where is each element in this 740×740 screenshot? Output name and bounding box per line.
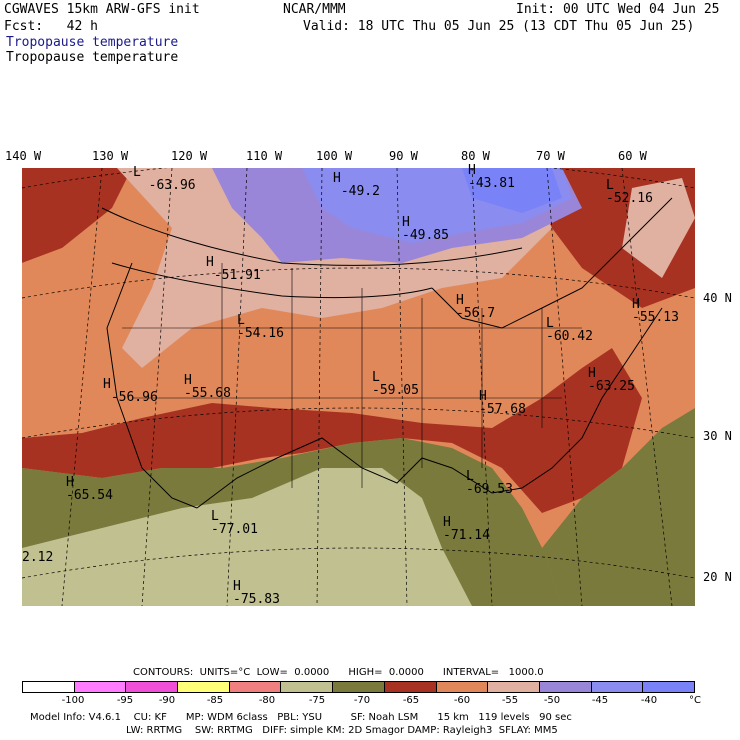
colorbar-tick-label: -90 <box>158 695 176 706</box>
extremum-label: H -56.96 <box>103 377 158 405</box>
colorbar-tick-label: -95 <box>116 695 134 706</box>
colorbar-tick-label: -80 <box>258 695 276 706</box>
colorbar-swatch <box>229 682 282 692</box>
org-label: NCAR/MMM <box>283 2 346 17</box>
extremum-label: L -52.16 <box>606 178 653 206</box>
colorbar-tick-label: -70 <box>353 695 371 706</box>
extremum-label: L -59.05 <box>372 370 419 398</box>
model-title: CGWAVES 15km ARW-GFS init <box>4 2 200 17</box>
field-title-secondary: Tropopause temperature <box>6 50 179 65</box>
extremum-label: L -54.16 <box>237 313 284 341</box>
colorbar-tick-label: -85 <box>206 695 224 706</box>
colorbar-swatch <box>643 682 694 692</box>
colorbar-swatch <box>178 682 230 692</box>
lon-label: 120 W <box>171 149 208 163</box>
extremum-label: H -75.83 <box>233 579 280 607</box>
lon-label: 140 W <box>5 149 42 163</box>
lat-label: 40 N <box>703 291 732 305</box>
colorbar-swatch <box>74 682 127 692</box>
lon-label: 70 W <box>536 149 565 163</box>
extremum-label: L -77.01 <box>211 509 258 537</box>
extremum-label: 2.12 <box>22 550 54 565</box>
extremum-label: H -51.91 <box>206 255 261 283</box>
extremum-label: H -71.14 <box>443 515 490 543</box>
extremum-label: H -49.85 <box>402 215 449 243</box>
lon-label: 130 W <box>92 149 129 163</box>
lon-label: 60 W <box>618 149 647 163</box>
field-title-primary: Tropopause temperature <box>6 35 179 50</box>
colorbar-swatch <box>333 682 385 692</box>
extremum-label: L -63.96 <box>133 165 196 193</box>
lat-label: 20 N <box>703 570 732 584</box>
colorbar-swatch <box>281 682 334 692</box>
colorbar-tick-label: -55 <box>501 695 519 706</box>
colorbar-tick-label: -40 <box>640 695 658 706</box>
colorbar-swatch <box>384 682 437 692</box>
colorbar-unit-label: °C <box>689 695 701 706</box>
model-info-line-1: Model Info: V4.6.1 CU: KF MP: WDM 6class… <box>30 712 572 723</box>
init-time: Init: 00 UTC Wed 04 Jun 25 <box>516 2 720 17</box>
colorbar-swatch <box>488 682 540 692</box>
lon-label: 80 W <box>461 149 490 163</box>
colorbar-swatch <box>591 682 644 692</box>
colorbar-tick-label: -45 <box>591 695 609 706</box>
valid-time: Valid: 18 UTC Thu 05 Jun 25 (13 CDT Thu … <box>303 19 695 34</box>
extremum-label: H -57.68 <box>479 389 526 417</box>
lon-label: 90 W <box>389 149 418 163</box>
extremum-label: H -63.25 <box>588 366 635 394</box>
extremum-label: L -60.42 <box>546 316 593 344</box>
tropopause-temperature-map <box>22 168 695 606</box>
lon-label: 110 W <box>246 149 283 163</box>
lat-label: 30 N <box>703 429 732 443</box>
colorbar-swatch <box>126 682 179 692</box>
colorbar-swatch <box>436 682 489 692</box>
colorbar-tick-label: -100 <box>61 695 85 706</box>
extremum-label: H -65.54 <box>66 475 113 503</box>
colorbar-tick-label: -75 <box>308 695 326 706</box>
model-info-line-2: LW: RRTMG SW: RRTMG DIFF: simple KM: 2D … <box>126 725 558 736</box>
colorbar-tick-label: -50 <box>543 695 561 706</box>
extremum-label: L -69.53 <box>466 469 513 497</box>
colorbar-swatch <box>23 682 75 692</box>
contour-info: CONTOURS: UNITS=°C LOW= 0.0000 HIGH= 0.0… <box>133 667 544 678</box>
extremum-label: H -55.68 <box>184 373 231 401</box>
colorbar-tick-label: -60 <box>453 695 471 706</box>
colorbar-tick-label: -65 <box>402 695 420 706</box>
extremum-label: H -43.81 <box>468 163 515 191</box>
colorbar-swatch <box>539 682 592 692</box>
extremum-label: H -56.7 <box>456 293 496 321</box>
lon-label: 100 W <box>316 149 353 163</box>
extremum-label: H -55.13 <box>632 297 679 325</box>
forecast-hour: Fcst: 42 h <box>4 19 98 34</box>
color-scale-bar <box>22 681 695 693</box>
extremum-label: H -49.2 <box>333 171 380 199</box>
